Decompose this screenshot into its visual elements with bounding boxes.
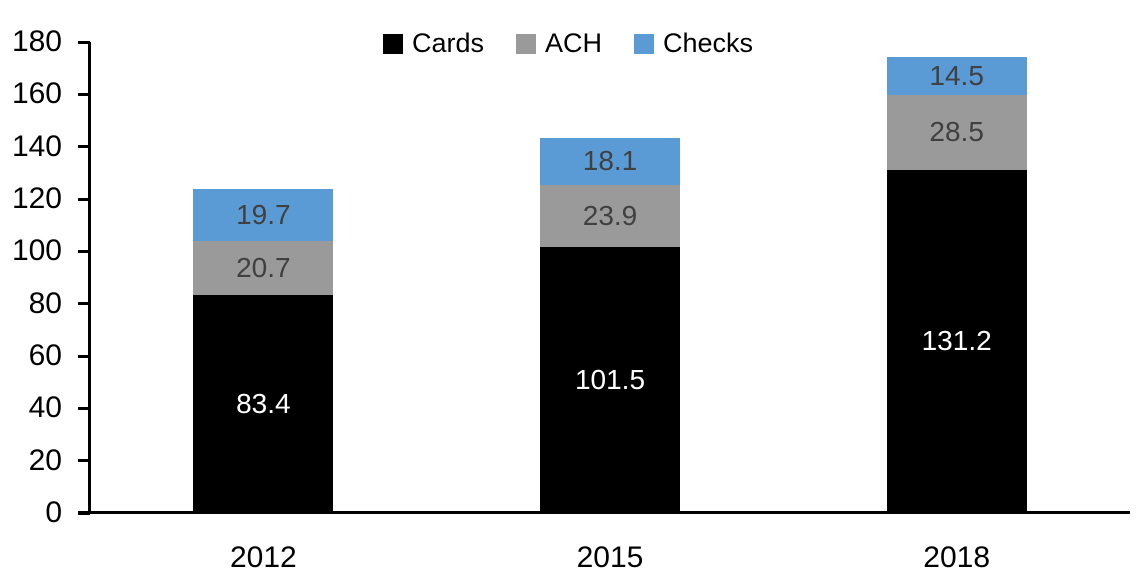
y-axis-line (88, 42, 91, 513)
legend-item-cards: Cards (382, 28, 484, 59)
y-axis-tick (78, 40, 90, 44)
bar-segment-cards-2015: 101.5 (540, 247, 680, 513)
y-axis-tick-label: 180 (11, 25, 62, 58)
cards-swatch-icon (382, 33, 403, 54)
bar-segment-ach-2018: 28.5 (886, 95, 1027, 170)
bar-segment-checks-2015: 18.1 (540, 137, 680, 185)
y-axis-tick-label: 160 (11, 77, 62, 111)
bar-segment-checks-2018: 14.5 (886, 57, 1027, 96)
y-axis-tick-label: 40 (28, 391, 62, 425)
y-axis-tick (78, 302, 90, 306)
legend-item-ach: ACH (515, 28, 602, 59)
y-axis-tick (78, 459, 90, 463)
legend-label-cards: Cards (411, 28, 484, 58)
y-axis-tick (78, 145, 90, 149)
y-axis-tick (78, 511, 90, 515)
y-axis-tick (78, 406, 90, 410)
y-axis-tick-label: 60 (28, 339, 62, 372)
x-axis-label-2018: 2018 (923, 541, 991, 574)
bar-segment-cards-2018: 131.2 (886, 169, 1027, 513)
chart-legend: Cards ACH Checks (0, 28, 1136, 59)
x-axis-label-2015: 2015 (576, 541, 644, 574)
x-axis-label-2012: 2012 (229, 541, 297, 574)
y-axis-tick-label: 100 (11, 234, 62, 268)
legend-item-checks: Checks (634, 28, 753, 59)
y-axis-tick-label: 20 (28, 443, 62, 477)
bar-segment-ach-2015: 23.9 (540, 184, 680, 248)
y-axis-tick-label: 140 (11, 129, 62, 163)
legend-label-checks: Checks (663, 28, 754, 58)
bar-segment-checks-2012: 19.7 (193, 189, 334, 241)
y-axis-tick (78, 92, 90, 96)
y-axis-tick (78, 249, 90, 253)
checks-swatch-icon (634, 33, 654, 54)
y-axis-tick (78, 354, 90, 358)
y-axis-tick-label: 80 (28, 286, 62, 320)
y-axis-tick-label: 0 (45, 496, 62, 529)
ach-swatch-icon (515, 33, 536, 54)
y-axis-tick-label: 120 (11, 182, 62, 215)
bar-segment-cards-2012: 83.4 (193, 294, 334, 513)
legend-label-ach: ACH (544, 28, 602, 58)
bar-segment-ach-2012: 20.7 (193, 240, 334, 295)
y-axis-tick (78, 197, 90, 201)
